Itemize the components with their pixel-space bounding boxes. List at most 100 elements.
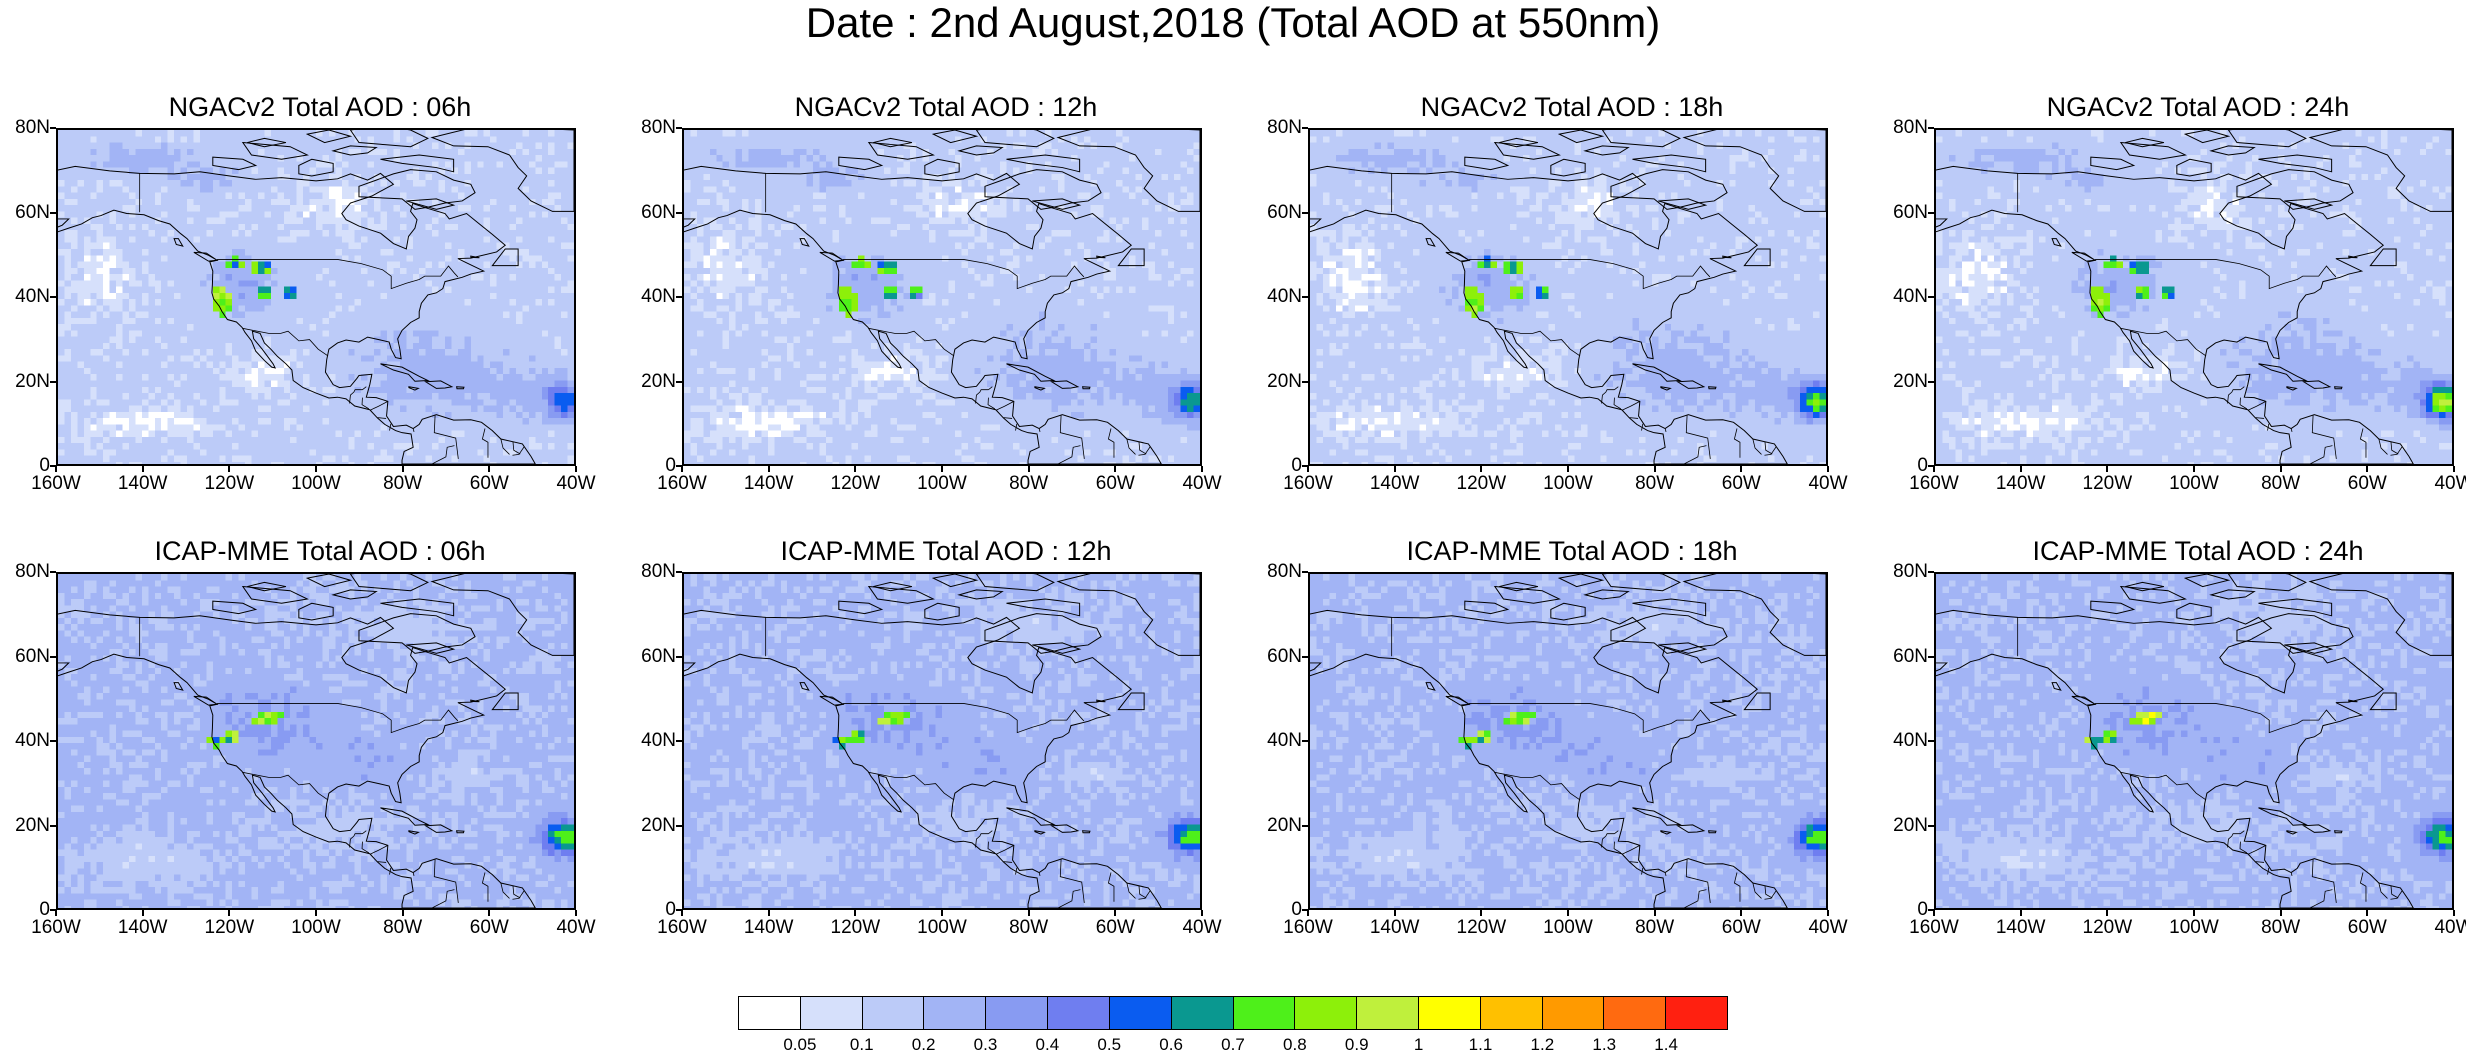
lon-tick: [1393, 910, 1396, 916]
lon-tick: [488, 466, 491, 472]
aod-field: [1936, 574, 2452, 908]
lat-tick-label: 80N: [1262, 118, 1302, 138]
aod-field: [684, 130, 1200, 464]
lat-tick-label: 0: [636, 456, 676, 476]
panel-title: ICAP-MME Total AOD : 06h: [50, 534, 590, 568]
colorbar-bin: [800, 997, 863, 1029]
lat-tick: [676, 571, 682, 573]
colorbar-tick-label: 0.6: [1146, 1036, 1196, 1054]
lat-tick: [676, 740, 682, 742]
lon-tick-label: 140W: [741, 918, 797, 938]
aod-field: [1310, 130, 1826, 464]
lon-tick-label: 160W: [1906, 918, 1962, 938]
lon-tick-label: 120W: [201, 918, 257, 938]
lat-tick-label: 60N: [1262, 646, 1302, 667]
coastlines: [1310, 574, 1826, 908]
lon-tick-label: 160W: [1906, 474, 1962, 494]
panel-title: NGACv2 Total AOD : 24h: [1928, 90, 2466, 124]
lon-tick-label: 140W: [1367, 474, 1423, 494]
colorbar-bin: [1233, 997, 1296, 1029]
lon-tick: [2019, 466, 2022, 472]
colorbar-tick-label: 0.7: [1208, 1036, 1258, 1054]
colorbar-bin: [1542, 997, 1605, 1029]
lat-tick: [1928, 824, 1934, 827]
lon-tick: [2106, 466, 2109, 472]
lat-tick-label: 0: [10, 900, 50, 920]
colorbar-bin: [1295, 997, 1358, 1029]
aod-map: [1934, 128, 2454, 466]
lon-tick-label: 40W: [548, 474, 604, 494]
lat-tick-label: 40N: [1888, 287, 1928, 307]
lon-tick-label: 100W: [288, 474, 344, 494]
aod-map: [1308, 572, 1828, 910]
lat-tick-label: 40N: [636, 287, 676, 307]
colorbar-tick-label: 0.8: [1270, 1036, 1320, 1054]
lon-tick: [941, 910, 943, 916]
lat-tick-label: 80N: [636, 118, 676, 138]
lat-tick-label: 40N: [10, 287, 50, 307]
lat-tick-label: 40N: [636, 731, 676, 751]
lat-tick-label: 40N: [1262, 731, 1302, 751]
lat-tick: [1928, 380, 1934, 383]
lat-tick-label: 60N: [1888, 646, 1928, 667]
aod-map: [1934, 572, 2454, 910]
colorbar-tick-label: 0.05: [775, 1036, 825, 1054]
lat-tick: [50, 296, 56, 298]
colorbar-bin: [1171, 997, 1234, 1029]
lat-tick-label: 80N: [1888, 118, 1928, 138]
lon-tick: [2366, 910, 2369, 916]
lon-tick: [575, 910, 577, 916]
lon-tick-label: 40W: [1174, 918, 1230, 938]
aod-map: [56, 128, 576, 466]
lon-tick: [1201, 910, 1203, 916]
lon-tick: [854, 910, 857, 916]
lat-tick: [676, 465, 682, 467]
lon-tick: [854, 466, 857, 472]
colorbar-bin: [1418, 997, 1481, 1029]
lon-tick-label: 140W: [1993, 474, 2049, 494]
lon-tick-label: 160W: [654, 474, 710, 494]
lon-tick: [681, 910, 683, 916]
lat-tick: [50, 655, 56, 658]
lat-tick-label: 80N: [1888, 562, 1928, 582]
lon-tick-label: 160W: [1280, 474, 1336, 494]
lat-tick: [676, 127, 682, 129]
lat-tick: [1302, 740, 1308, 742]
lon-tick-label: 60W: [2339, 474, 2395, 494]
lon-tick: [1827, 466, 1829, 472]
lon-tick-label: 100W: [1540, 474, 1596, 494]
map-panel-icap-24h: ICAP-MME Total AOD : 24h 80N 60N 40N 20N 0 160…: [1888, 534, 2466, 954]
lat-tick-label: 20N: [636, 815, 676, 836]
lon-tick-label: 140W: [115, 474, 171, 494]
colorbar-tick-label: 1.4: [1641, 1036, 1691, 1054]
lon-tick-label: 60W: [1713, 918, 1769, 938]
colorbar-tick-label: 0.4: [1022, 1036, 1072, 1054]
lon-tick-label: 80W: [1001, 474, 1057, 494]
aod-field: [58, 130, 574, 464]
aod-colorbar: [738, 996, 1728, 1030]
lat-tick-label: 40N: [10, 731, 50, 751]
lat-tick: [50, 824, 56, 827]
lon-tick-label: 60W: [2339, 918, 2395, 938]
lat-tick: [676, 655, 682, 658]
lat-tick: [676, 824, 682, 827]
lat-tick: [676, 296, 682, 298]
lon-tick: [55, 466, 57, 472]
aod-map: [682, 572, 1202, 910]
aod-field: [684, 574, 1200, 908]
lon-tick-label: 160W: [28, 918, 84, 938]
panel-title: ICAP-MME Total AOD : 24h: [1928, 534, 2466, 568]
lat-tick-label: 20N: [10, 371, 50, 392]
lat-tick: [1928, 909, 1934, 911]
colorbar-bin: [1666, 997, 1727, 1029]
lon-tick: [1114, 910, 1117, 916]
lon-tick: [401, 466, 404, 472]
lon-tick: [228, 466, 231, 472]
lat-tick-label: 0: [636, 900, 676, 920]
lat-tick: [1302, 296, 1308, 298]
lon-tick-label: 80W: [2253, 474, 2309, 494]
lon-tick-label: 40W: [2426, 474, 2466, 494]
lat-tick: [1302, 909, 1308, 911]
map-panel-icap-18h: ICAP-MME Total AOD : 18h 80N 60N 40N 20N 0 160…: [1262, 534, 1847, 954]
lat-tick-label: 60N: [636, 646, 676, 667]
